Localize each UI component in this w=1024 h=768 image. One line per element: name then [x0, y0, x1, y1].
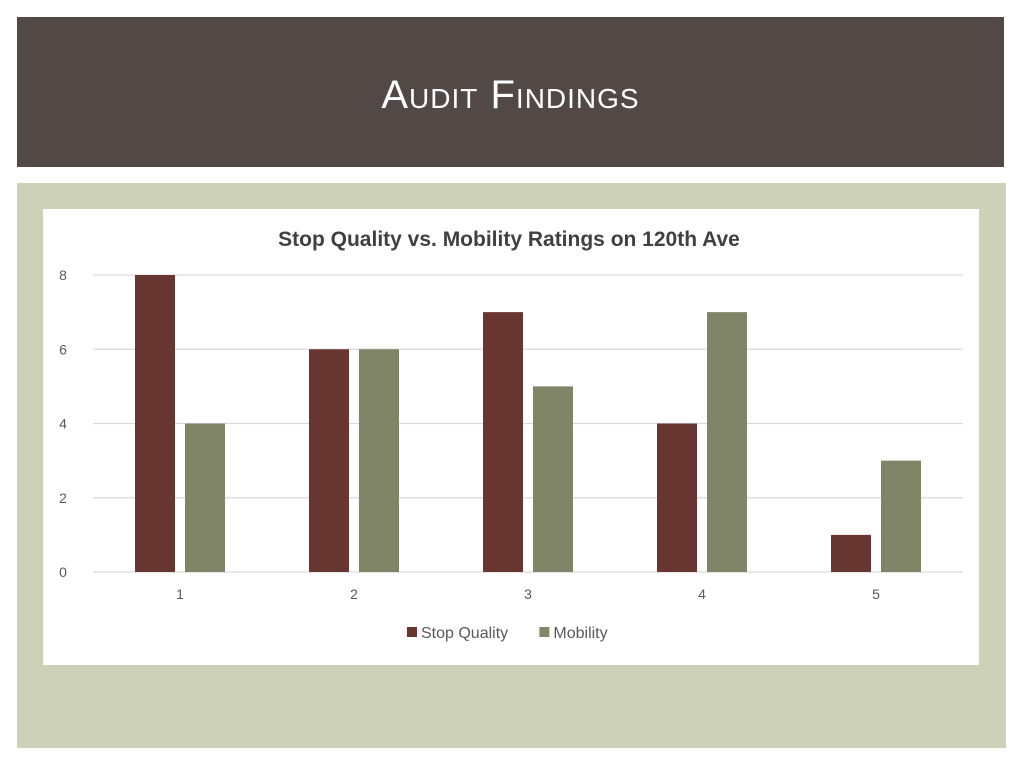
legend-label-mobility: Mobility: [553, 625, 607, 642]
chart-title: Stop Quality vs. Mobility Ratings on 120…: [278, 228, 740, 251]
y-tick-label: 6: [59, 341, 67, 357]
y-axis-ticks: 0 2 4 6 8: [59, 267, 67, 580]
bar-stop-quality-3: [483, 312, 523, 572]
legend: Stop Quality Mobility: [407, 625, 608, 642]
y-tick-label: 4: [59, 416, 67, 432]
title-bar: Audit Findings: [17, 17, 1004, 167]
y-tick-label: 2: [59, 490, 67, 506]
y-tick-label: 8: [59, 267, 67, 283]
x-tick-label: 5: [872, 586, 880, 602]
content-panel: Stop Quality vs. Mobility Ratings on 120…: [17, 183, 1006, 748]
y-tick-label: 0: [59, 564, 67, 580]
legend-swatch-mobility: [539, 627, 550, 637]
gridlines: [93, 274, 963, 573]
bar-mobility-5: [881, 460, 921, 572]
bar-mobility-4: [707, 312, 747, 572]
x-tick-label: 2: [350, 586, 358, 602]
bar-mobility-1: [185, 423, 225, 572]
bar-mobility-3: [533, 386, 573, 572]
x-tick-label: 3: [524, 586, 532, 602]
legend-swatch-stop-quality: [407, 627, 417, 637]
slide-title: Audit Findings: [381, 72, 640, 117]
x-tick-label: 4: [698, 586, 706, 602]
x-axis-ticks: 1 2 3 4 5: [176, 586, 880, 602]
chart-card: Stop Quality vs. Mobility Ratings on 120…: [43, 209, 979, 665]
bar-stop-quality-4: [657, 423, 697, 572]
legend-label-stop-quality: Stop Quality: [421, 625, 508, 642]
bar-stop-quality-1: [135, 275, 175, 572]
bars: [135, 275, 921, 572]
bar-chart: Stop Quality vs. Mobility Ratings on 120…: [59, 228, 963, 642]
bar-stop-quality-5: [831, 534, 871, 572]
bar-mobility-2: [359, 349, 399, 572]
x-tick-label: 1: [176, 586, 184, 602]
bar-stop-quality-2: [309, 349, 349, 572]
